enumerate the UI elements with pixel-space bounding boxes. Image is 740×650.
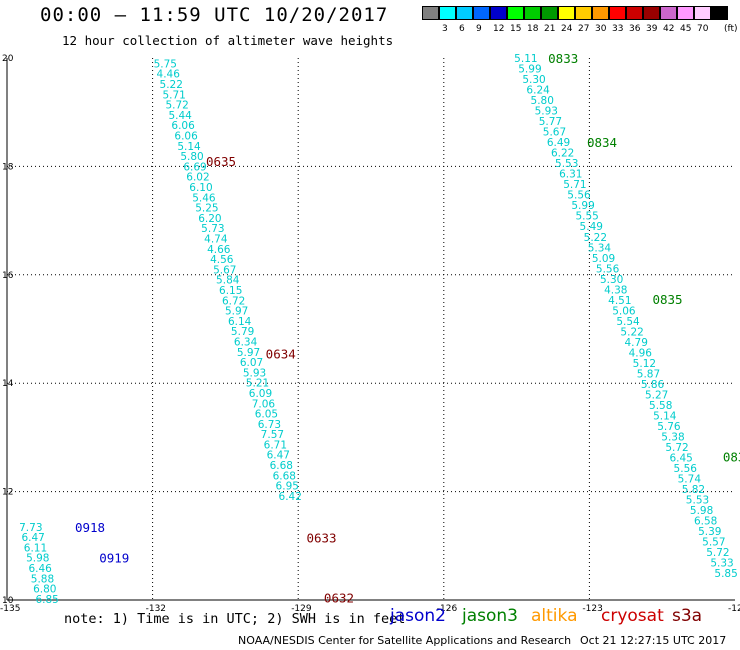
pass-time-label: 0836	[723, 449, 740, 464]
pass-time-label: 0918	[75, 520, 105, 535]
satellite-tracks: 5.754.465.225.715.725.446.066.065.145.80…	[19, 51, 740, 606]
latitude-tick-label: 18	[2, 162, 14, 172]
pass-time-label: 0632	[324, 590, 354, 605]
latitude-tick-label: 12	[2, 488, 13, 498]
pass-time-label: 0834	[587, 135, 617, 150]
track-jason2: 7.736.476.115.986.465.886.806.85 0918 0919	[19, 520, 129, 606]
pass-time-label: 0633	[306, 531, 336, 546]
pass-time-label: 0634	[266, 346, 296, 361]
pass-time-label: 0833	[548, 51, 578, 66]
latitude-tick-label: 20	[2, 54, 14, 64]
track-cryosat: 5.754.465.225.715.725.446.066.065.145.80…	[154, 58, 354, 605]
wave-height-value: 6.42	[279, 491, 302, 503]
footer-org: NOAA/NESDIS Center for Satellite Applica…	[238, 634, 571, 647]
pass-time-label: 0919	[99, 551, 129, 566]
longitude-tick-label: -123	[582, 604, 602, 614]
wave-height-value: 6.85	[35, 594, 58, 606]
pass-time-label: 0835	[652, 292, 682, 307]
track-jason3: 5.115.995.306.245.805.935.775.676.496.22…	[514, 51, 740, 580]
legend-altika: altika	[531, 606, 578, 626]
altimeter-map: 201816141210-135-132-129-126-123-120 5.7…	[0, 0, 740, 650]
legend-jason3: jason3	[462, 606, 518, 626]
longitude-tick-label: -135	[0, 604, 20, 614]
legend-s3a: s3a	[672, 606, 702, 626]
wave-height-value: 5.85	[714, 568, 737, 580]
legend-jason2: jason2	[390, 606, 446, 626]
footer-timestamp: Oct 21 12:27:15 UTC 2017	[580, 634, 726, 647]
longitude-tick-label: -120	[728, 604, 740, 614]
units-note: note: 1) Time is in UTC; 2) SWH is in fe…	[64, 611, 405, 627]
latitude-tick-label: 16	[2, 271, 14, 281]
latitude-tick-label: 14	[2, 379, 14, 389]
legend-cryosat: cryosat	[601, 606, 664, 626]
pass-time-label: 0635	[206, 154, 236, 169]
